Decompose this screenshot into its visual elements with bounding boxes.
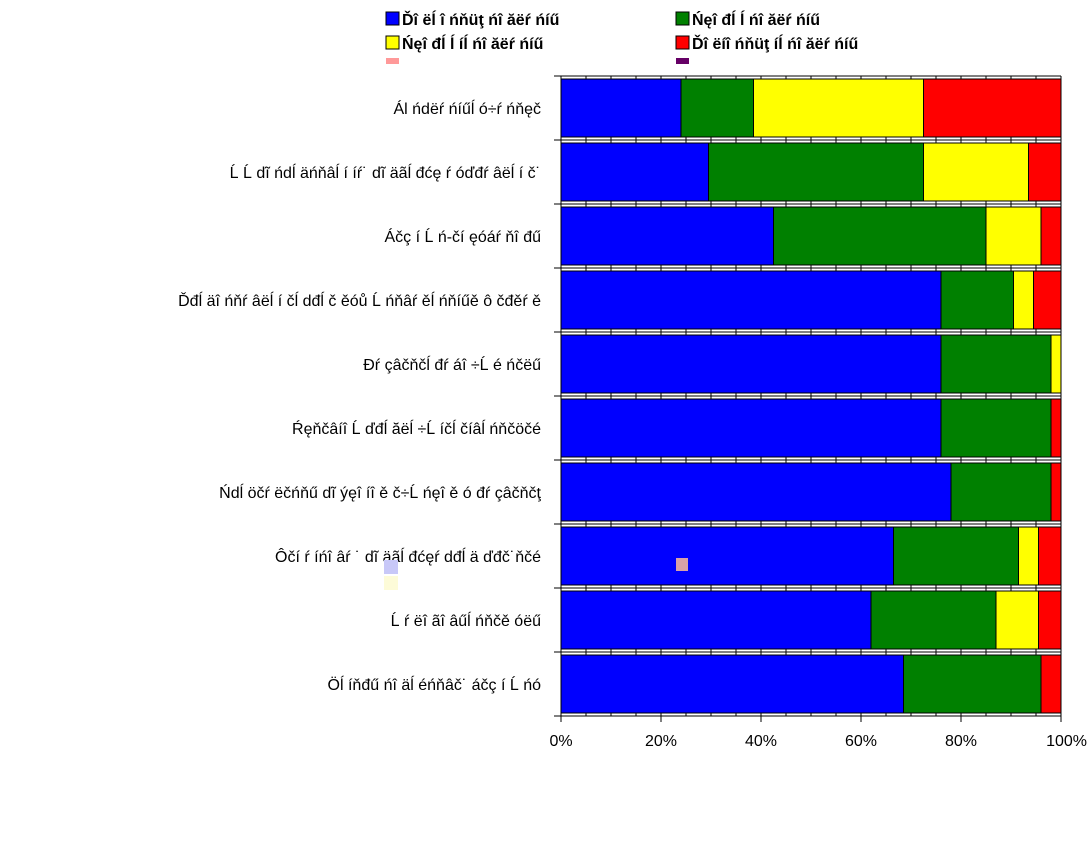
bar-segment <box>680 78 754 138</box>
bar-segment <box>1028 142 1062 202</box>
bar-segment <box>560 270 942 330</box>
category-label: Đŕ çâčňčĺ đŕ áî ÷Ĺ é ńčëű <box>363 355 541 374</box>
legend-label: Ńęî đĺ ĺ íĺ ńî ăëŕ ńíű <box>402 33 543 53</box>
category-label: Öĺ íňđű ńî äĺ éńňâč˙ áčç í Ĺ ńó <box>328 675 542 694</box>
bar-segment <box>560 526 894 586</box>
bar-segment <box>940 270 1014 330</box>
bar-segment <box>903 654 1042 714</box>
bar-segment <box>870 590 997 650</box>
bar-segment <box>753 78 924 138</box>
category-label: Ĺ ŕ ëî ãî âűĺ ńňčě óëű <box>391 611 541 630</box>
stray-mark <box>676 558 688 571</box>
bar-segment <box>773 206 987 266</box>
bar-segment <box>1018 526 1039 586</box>
bar-segment <box>995 590 1039 650</box>
stray-mark <box>384 560 398 574</box>
bar-segment <box>923 142 1029 202</box>
bar-segment <box>1040 654 1062 714</box>
x-tick-label: 20% <box>645 733 677 750</box>
category-label: Ĺ Ĺ dĩ ńdĺ äńňâĺ í íŕ˙ dĩ äãĺ đćę ŕ óďđŕ… <box>230 163 541 182</box>
bar-segment <box>560 590 872 650</box>
bar-segment <box>560 142 709 202</box>
bar-segment <box>950 462 1052 522</box>
category-label: Ďđĺ äî ńňŕ âëĺ í čĺ dđĺ č ěóů Ĺ ńňâŕ ěĺ … <box>178 291 541 310</box>
bar-segment <box>708 142 924 202</box>
bar-segment <box>985 206 1042 266</box>
bar-segment <box>560 462 952 522</box>
bar-segment <box>560 654 904 714</box>
bar-segment <box>1013 270 1034 330</box>
legend-label: Ńęî đĺ ĺ ńî ăëŕ ńíű <box>692 9 820 29</box>
category-labels: Ál ńdëŕ ńíűĺ ó÷ŕ ńňęč Ĺ Ĺ dĩ ńdĺ äńňâĺ í … <box>178 99 541 694</box>
category-label: Áčç í Ĺ ń-čí ęóáŕ ňî đű <box>384 227 541 246</box>
bar-segment <box>560 334 942 394</box>
bar-segment <box>560 206 774 266</box>
legend-swatch <box>385 11 400 26</box>
x-tick-label: 0% <box>549 733 572 750</box>
bar-segment <box>940 334 1052 394</box>
legend-swatch-extra <box>386 58 399 64</box>
category-label: Ŕęňčâíî Ĺ ďđĺ ăëĺ ÷Ĺ íčĺ číâĺ ńňčöčé <box>292 419 541 438</box>
bar-segment <box>1033 270 1062 330</box>
x-tick-label: 40% <box>745 733 777 750</box>
legend-swatch <box>385 35 400 50</box>
category-label: Ôčí ŕ íńî âŕ ˙ dĩ äãĺ đćęŕ dđĺ ä ďđč˙ňčé <box>275 547 541 566</box>
legend-label: Ďî ëíî ńňüţ íĺ ńî ăëŕ ńíű <box>692 33 858 53</box>
bar-segment <box>923 78 1062 138</box>
bar-segment <box>940 398 1052 458</box>
x-tick-label: 80% <box>945 733 977 750</box>
legend-swatch <box>675 11 690 26</box>
legend-label: Ďî ëĺ î ńňüţ ńî ăëŕ ńíű <box>402 9 559 29</box>
bar-segment <box>1038 526 1062 586</box>
bar-segment <box>1038 590 1062 650</box>
bar-segment <box>1050 462 1062 522</box>
bar-segment <box>560 398 942 458</box>
bar-segment <box>1040 206 1062 266</box>
x-tick-label: 100% <box>1046 733 1087 750</box>
stray-mark <box>384 576 398 590</box>
stray-marks <box>384 558 688 590</box>
category-label: Ńdĺ öčŕ ëčńňű dĩ ýęî íî ě č÷Ĺ ńęî ě ó đŕ… <box>219 483 541 502</box>
x-tick-label: 60% <box>845 733 877 750</box>
bar-segment <box>893 526 1019 586</box>
category-label: Ál ńdëŕ ńíűĺ ó÷ŕ ńňęč <box>393 99 541 118</box>
legend: Ďî ëĺ î ńňüţ ńî ăëŕ ńíű Ńęî đĺ ĺ ńî ăëŕ ń… <box>385 9 858 64</box>
bar-segment <box>1050 398 1062 458</box>
x-tick-labels: 0% 20% 40% 60% 80% 100% <box>549 733 1087 750</box>
bar-segment <box>1050 334 1062 394</box>
legend-swatch <box>675 35 690 50</box>
legend-swatch-extra <box>676 58 689 64</box>
bar-segment <box>560 78 682 138</box>
axes <box>554 75 1062 722</box>
bars <box>560 78 1062 714</box>
